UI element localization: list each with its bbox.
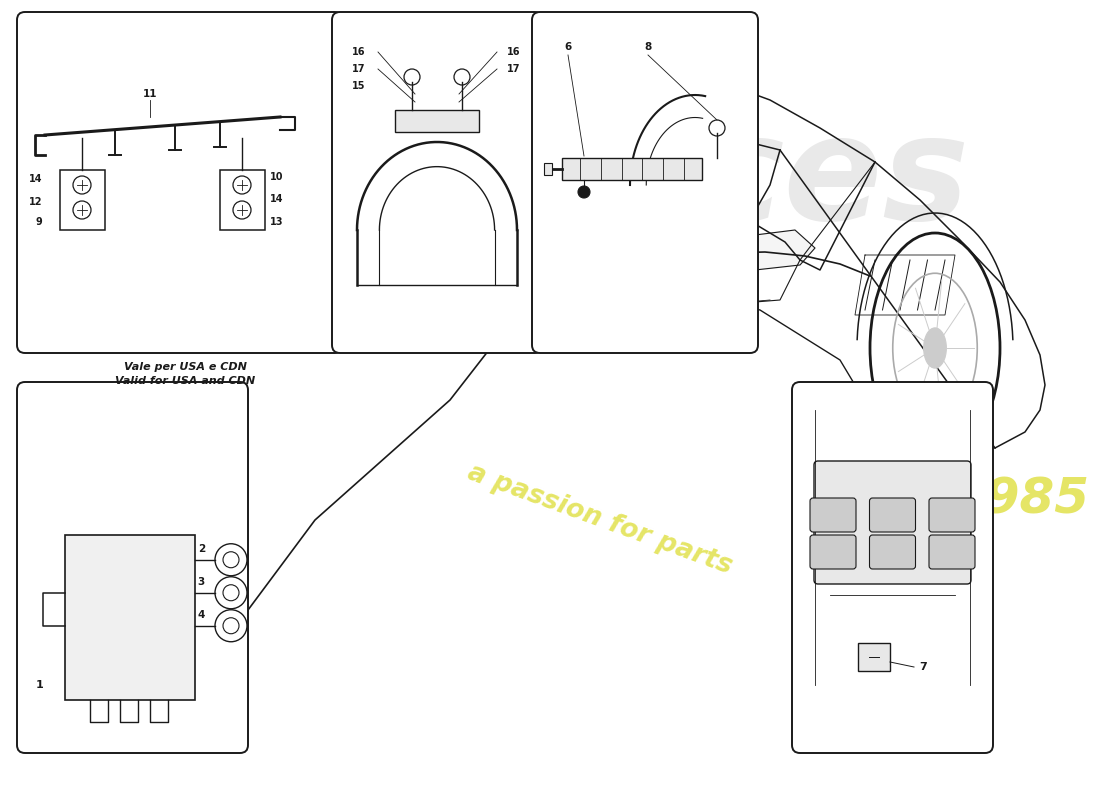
- Bar: [562, 158, 702, 180]
- Text: 11: 11: [143, 89, 157, 99]
- Bar: [858, 643, 890, 671]
- FancyBboxPatch shape: [792, 382, 993, 753]
- Bar: [395, 110, 478, 132]
- Text: 14: 14: [270, 194, 284, 204]
- Text: Vale per USA e CDN: Vale per USA e CDN: [123, 362, 246, 372]
- FancyBboxPatch shape: [810, 535, 856, 569]
- FancyBboxPatch shape: [930, 498, 975, 532]
- FancyBboxPatch shape: [814, 461, 971, 584]
- Text: 6: 6: [564, 42, 572, 52]
- Text: 1: 1: [36, 680, 44, 690]
- FancyBboxPatch shape: [16, 382, 248, 753]
- FancyBboxPatch shape: [930, 535, 975, 569]
- FancyBboxPatch shape: [332, 12, 543, 353]
- Text: 17: 17: [352, 64, 365, 74]
- Bar: [540, 270, 590, 306]
- FancyBboxPatch shape: [869, 498, 915, 532]
- Text: 3: 3: [198, 577, 205, 586]
- Text: 1985: 1985: [950, 476, 1089, 524]
- FancyBboxPatch shape: [869, 535, 915, 569]
- Text: 9: 9: [35, 217, 42, 227]
- Ellipse shape: [924, 328, 946, 368]
- Polygon shape: [700, 230, 815, 270]
- Polygon shape: [345, 240, 654, 295]
- Text: Valid for USA and CDN: Valid for USA and CDN: [114, 376, 255, 386]
- Text: 7: 7: [918, 662, 926, 672]
- Text: 12: 12: [29, 197, 42, 207]
- Text: 4: 4: [198, 610, 205, 620]
- Text: ces: ces: [697, 110, 970, 250]
- Text: Scuderia: Scuderia: [343, 186, 367, 194]
- FancyBboxPatch shape: [16, 12, 343, 353]
- Circle shape: [578, 186, 590, 198]
- Text: 2: 2: [198, 544, 205, 554]
- FancyBboxPatch shape: [532, 12, 758, 353]
- Bar: [65, 535, 195, 700]
- Bar: [544, 163, 552, 175]
- Text: 10: 10: [270, 172, 284, 182]
- Text: 16: 16: [506, 47, 520, 57]
- Bar: [60, 170, 104, 230]
- FancyBboxPatch shape: [810, 498, 856, 532]
- Bar: [220, 170, 265, 230]
- Text: 5: 5: [461, 301, 469, 311]
- Text: 8: 8: [645, 42, 651, 52]
- Text: 17: 17: [506, 64, 520, 74]
- Text: 14: 14: [29, 174, 42, 184]
- Text: 16: 16: [352, 47, 365, 57]
- Text: a passion for parts: a passion for parts: [464, 460, 736, 580]
- FancyBboxPatch shape: [167, 105, 273, 143]
- Text: 13: 13: [270, 217, 284, 227]
- Text: 15: 15: [352, 81, 365, 91]
